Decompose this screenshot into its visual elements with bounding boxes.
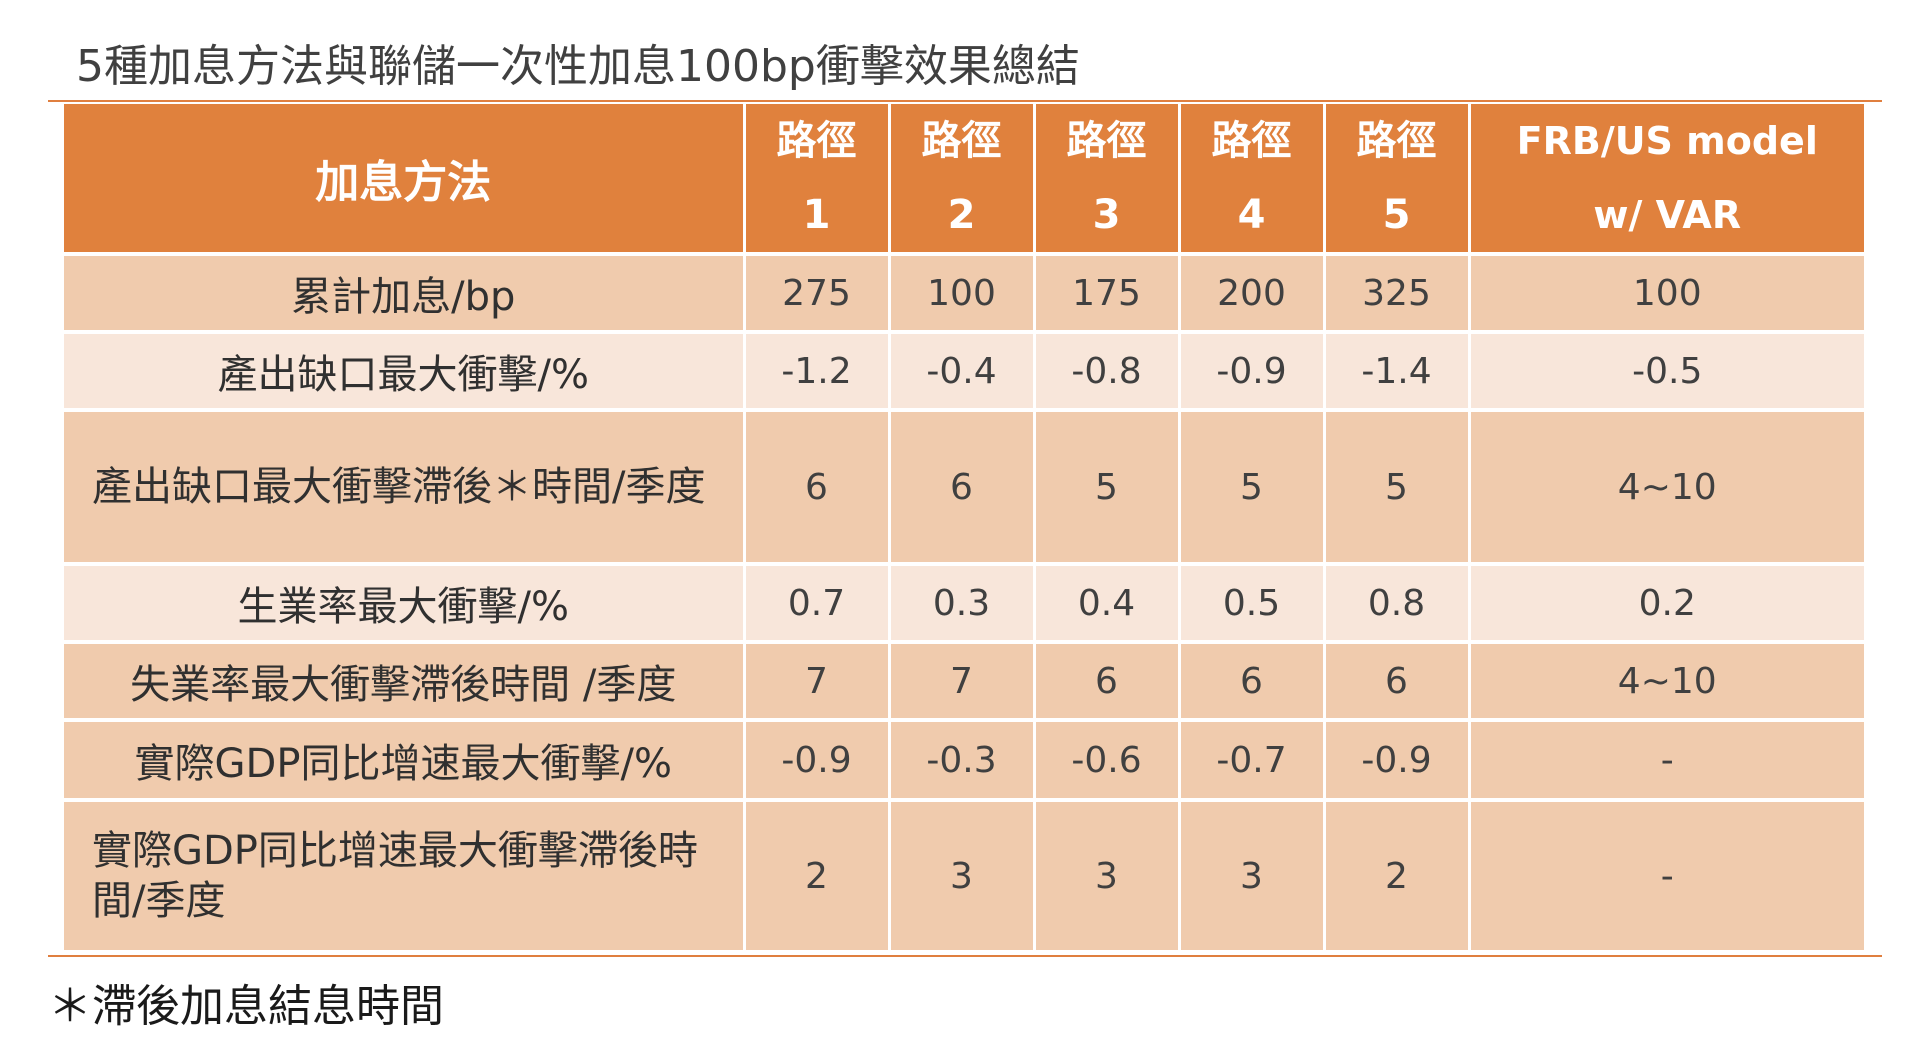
table-cell: -0.9 (1179, 332, 1326, 412)
path-4-header: 路徑 4 (1179, 104, 1326, 256)
table-cell: 0.4 (1034, 564, 1181, 644)
frb-model-header-line2: w/ VAR (1593, 193, 1742, 237)
footnote: ＊滯後加息結息時間 (48, 981, 444, 1032)
table-cell: 7 (744, 642, 891, 722)
summary-table: 加息方法 路徑 1 路徑 2 路徑 3 路徑 4 路徑 5 FRB/U (64, 104, 1864, 954)
method-header: 加息方法 (64, 104, 746, 256)
table-cell: 5 (1324, 410, 1471, 566)
table-row: 生業率最大衝擊/% 0.7 0.3 0.4 0.5 0.8 0.2 (64, 564, 1864, 644)
table-cell: 0.5 (1179, 564, 1326, 644)
table-cell: - (1469, 800, 1864, 954)
table-cell: 0.2 (1469, 564, 1864, 644)
table-cell: 4~10 (1469, 410, 1864, 566)
table-cell: 175 (1034, 254, 1181, 334)
top-divider (48, 100, 1882, 102)
path-3-header-number: 3 (1092, 192, 1121, 238)
table-row: 產出缺口最大衝擊滯後＊時間/季度 6 6 5 5 5 4~10 (64, 410, 1864, 566)
page-title: 5種加息方法與聯儲一次性加息100bp衝擊效果總結 (76, 41, 1080, 92)
table-cell: 6 (1324, 642, 1471, 722)
table-cell: -0.6 (1034, 720, 1181, 802)
table-cell: 4~10 (1469, 642, 1864, 722)
table-cell: 0.3 (889, 564, 1036, 644)
table-cell: 100 (1469, 254, 1864, 334)
table-cell: -0.3 (889, 720, 1036, 802)
table-cell: 0.7 (744, 564, 891, 644)
table-cell: -0.5 (1469, 332, 1864, 412)
path-2-header: 路徑 2 (889, 104, 1036, 256)
path-4-header-label: 路徑 (1211, 118, 1292, 164)
table-cell: 5 (1179, 410, 1326, 566)
path-5-header-label: 路徑 (1356, 118, 1437, 164)
table-cell: -1.4 (1324, 332, 1471, 412)
table-cell: 6 (889, 410, 1036, 566)
path-1-header: 路徑 1 (744, 104, 891, 256)
row-label: 失業率最大衝擊滯後時間 /季度 (64, 642, 746, 722)
path-4-header-number: 4 (1237, 192, 1266, 238)
row-label: 實際GDP同比增速最大衝擊/% (64, 720, 746, 802)
table-cell: 100 (889, 254, 1036, 334)
table-cell: -0.7 (1179, 720, 1326, 802)
table-cell: -1.2 (744, 332, 891, 412)
table-cell: 2 (744, 800, 891, 954)
table-cell: 3 (889, 800, 1036, 954)
frb-model-header: FRB/US model w/ VAR (1469, 104, 1864, 256)
table-cell: -0.4 (889, 332, 1036, 412)
path-1-header-label: 路徑 (776, 118, 857, 164)
table-row: 失業率最大衝擊滯後時間 /季度 7 7 6 6 6 4~10 (64, 642, 1864, 722)
table-row: 產出缺口最大衝擊/% -1.2 -0.4 -0.8 -0.9 -1.4 -0.5 (64, 332, 1864, 412)
table-row: 實際GDP同比增速最大衝擊滯後時間/季度 2 3 3 3 2 - (64, 800, 1864, 954)
table-cell: 0.8 (1324, 564, 1471, 644)
row-label: 實際GDP同比增速最大衝擊滯後時間/季度 (64, 800, 746, 954)
table-cell: 5 (1034, 410, 1181, 566)
table-row: 實際GDP同比增速最大衝擊/% -0.9 -0.3 -0.6 -0.7 -0.9… (64, 720, 1864, 802)
path-5-header: 路徑 5 (1324, 104, 1471, 256)
table-cell: 3 (1034, 800, 1181, 954)
row-label: 產出缺口最大衝擊/% (64, 332, 746, 412)
table-cell: -0.9 (1324, 720, 1471, 802)
row-label: 累計加息/bp (64, 254, 746, 334)
table-cell: 325 (1324, 254, 1471, 334)
table-cell: -0.9 (744, 720, 891, 802)
table-cell: 275 (744, 254, 891, 334)
table-row: 累計加息/bp 275 100 175 200 325 100 (64, 254, 1864, 334)
table-cell: 3 (1179, 800, 1326, 954)
header-row: 加息方法 路徑 1 路徑 2 路徑 3 路徑 4 路徑 5 FRB/U (64, 104, 1864, 256)
row-label: 生業率最大衝擊/% (64, 564, 746, 644)
table-cell: 7 (889, 642, 1036, 722)
path-3-header-label: 路徑 (1066, 118, 1147, 164)
table-cell: 200 (1179, 254, 1326, 334)
path-3-header: 路徑 3 (1034, 104, 1181, 256)
table-cell: 6 (744, 410, 891, 566)
table-cell: -0.8 (1034, 332, 1181, 412)
path-1-header-number: 1 (802, 192, 831, 238)
row-label: 產出缺口最大衝擊滯後＊時間/季度 (64, 410, 746, 566)
table-cell: 6 (1034, 642, 1181, 722)
table-cell: 2 (1324, 800, 1471, 954)
table-cell: 6 (1179, 642, 1326, 722)
bottom-divider (48, 955, 1882, 957)
path-2-header-label: 路徑 (921, 118, 1002, 164)
path-5-header-number: 5 (1382, 192, 1411, 238)
table-cell: - (1469, 720, 1864, 802)
frb-model-header-line1: FRB/US model (1516, 119, 1818, 163)
path-2-header-number: 2 (947, 192, 976, 238)
